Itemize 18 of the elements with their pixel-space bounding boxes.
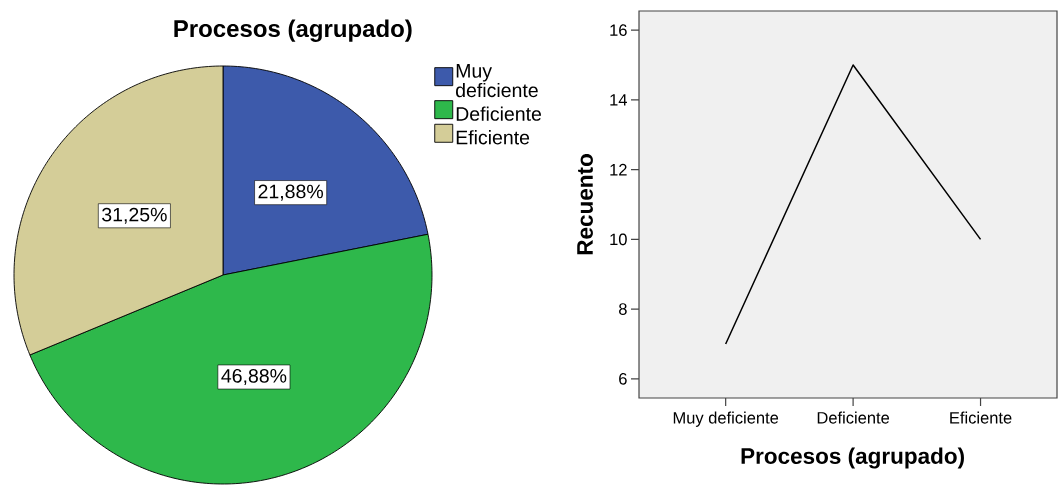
x-tick-label: Deficiente [817, 411, 890, 424]
y-tick-label: 12 [610, 163, 627, 176]
legend-label: Eficiente [456, 130, 530, 145]
y-tick-label: 16 [610, 24, 627, 37]
x-tick-label: Eficiente [950, 411, 1012, 424]
data-label: 46,88% [221, 368, 287, 386]
x-axis-title: Procesos (agrupado) [741, 447, 964, 469]
chart-title: Procesos (agrupado) [174, 19, 412, 42]
y-tick-label: 6 [619, 372, 627, 385]
y-tick-label: 8 [619, 303, 627, 315]
data-label: 21,88% [258, 184, 323, 201]
legend-label: Deficiente [456, 106, 542, 121]
x-tick-label: Muy deficiente [673, 411, 779, 427]
y-tick-label: 14 [610, 94, 627, 106]
data-label: 31,25% [102, 207, 167, 224]
y-axis-title: Recuento [577, 154, 593, 255]
y-tick-label: 10 [610, 233, 627, 246]
legend-label: Muy deficiente [456, 64, 538, 98]
